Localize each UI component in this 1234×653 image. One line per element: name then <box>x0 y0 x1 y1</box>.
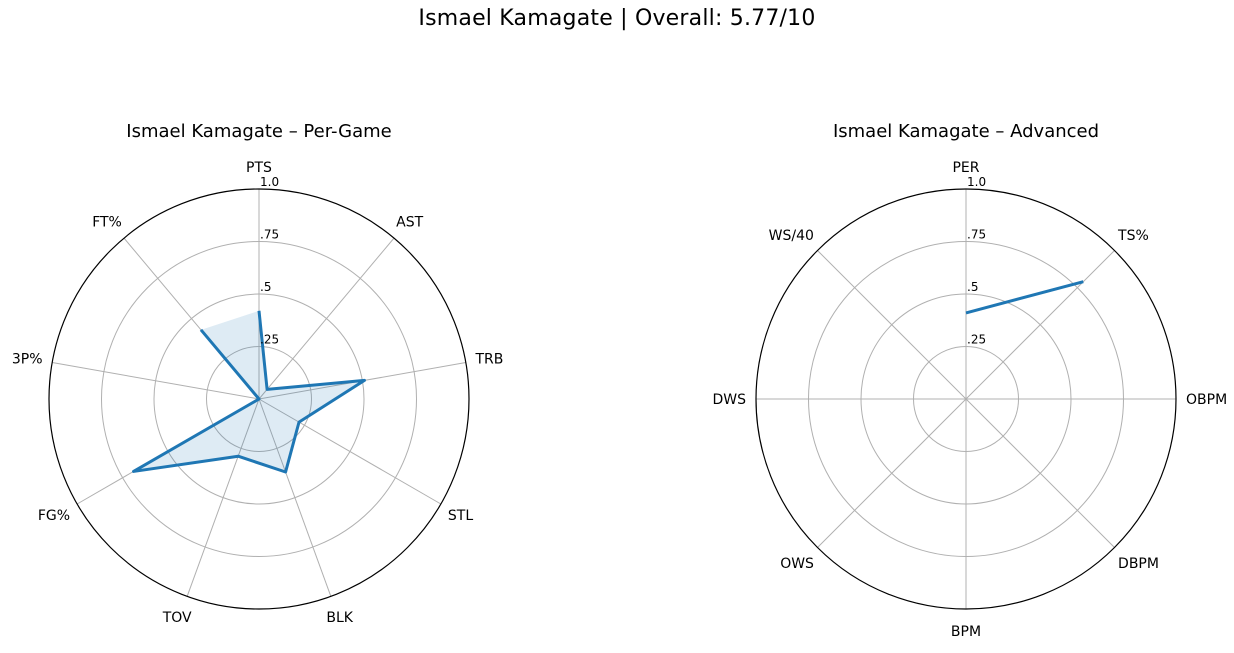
axis-label-dws: DWS <box>712 392 746 408</box>
axis-label-pts: PTS <box>246 160 272 176</box>
axis-label-ts-pct: TS% <box>1117 228 1149 244</box>
spoke-ts-pct <box>965 250 1115 400</box>
panel-title: Ismael Kamagate – Advanced <box>833 121 1099 142</box>
axis-label-blk: BLK <box>326 610 353 626</box>
data-line <box>132 310 366 474</box>
axis-label-ws-per-40: WS/40 <box>769 228 814 244</box>
axis-label-ast: AST <box>396 214 423 230</box>
spoke-tov <box>186 398 260 597</box>
axis-label-per: PER <box>952 160 979 176</box>
r-tick-label: .5 <box>967 280 978 294</box>
spoke-ows <box>817 398 967 548</box>
spoke-dbpm <box>965 398 1115 548</box>
r-tick-label: 1.0 <box>260 175 279 189</box>
r-tick-label: .5 <box>260 280 271 294</box>
panel-title: Ismael Kamagate – Per-Game <box>126 121 391 142</box>
axis-label-obpm: OBPM <box>1186 392 1227 408</box>
axis-label-dbpm: DBPM <box>1118 556 1159 572</box>
data-line <box>965 280 1084 315</box>
spoke-blk <box>258 398 332 597</box>
axis-label-fg-pct: FG% <box>38 508 70 524</box>
spoke-ws-per-40 <box>817 250 967 400</box>
data-area <box>133 310 365 473</box>
axis-label-trb: TRB <box>474 352 503 368</box>
r-tick-label: .75 <box>967 228 986 242</box>
axis-label-stl: STL <box>448 508 473 524</box>
axis-label-ft-pct: FT% <box>92 214 122 230</box>
axis-label-ows: OWS <box>780 556 814 572</box>
r-tick-label: .25 <box>260 333 279 347</box>
axis-label-tov: TOV <box>162 610 192 626</box>
axis-label-bpm: BPM <box>951 624 981 640</box>
outer-frame <box>48 188 470 610</box>
axis-label-3p-pct: 3P% <box>12 352 43 368</box>
r-tick-label: 1.0 <box>967 175 986 189</box>
r-tick-label: .75 <box>260 228 279 242</box>
spoke-3p-pct <box>52 362 260 400</box>
figure-title: Ismael Kamagate | Overall: 5.77/10 <box>418 6 816 31</box>
spoke-ast <box>258 237 395 400</box>
r-tick-label: .25 <box>967 333 986 347</box>
outer-frame <box>755 188 1177 610</box>
spoke-stl <box>258 398 442 505</box>
